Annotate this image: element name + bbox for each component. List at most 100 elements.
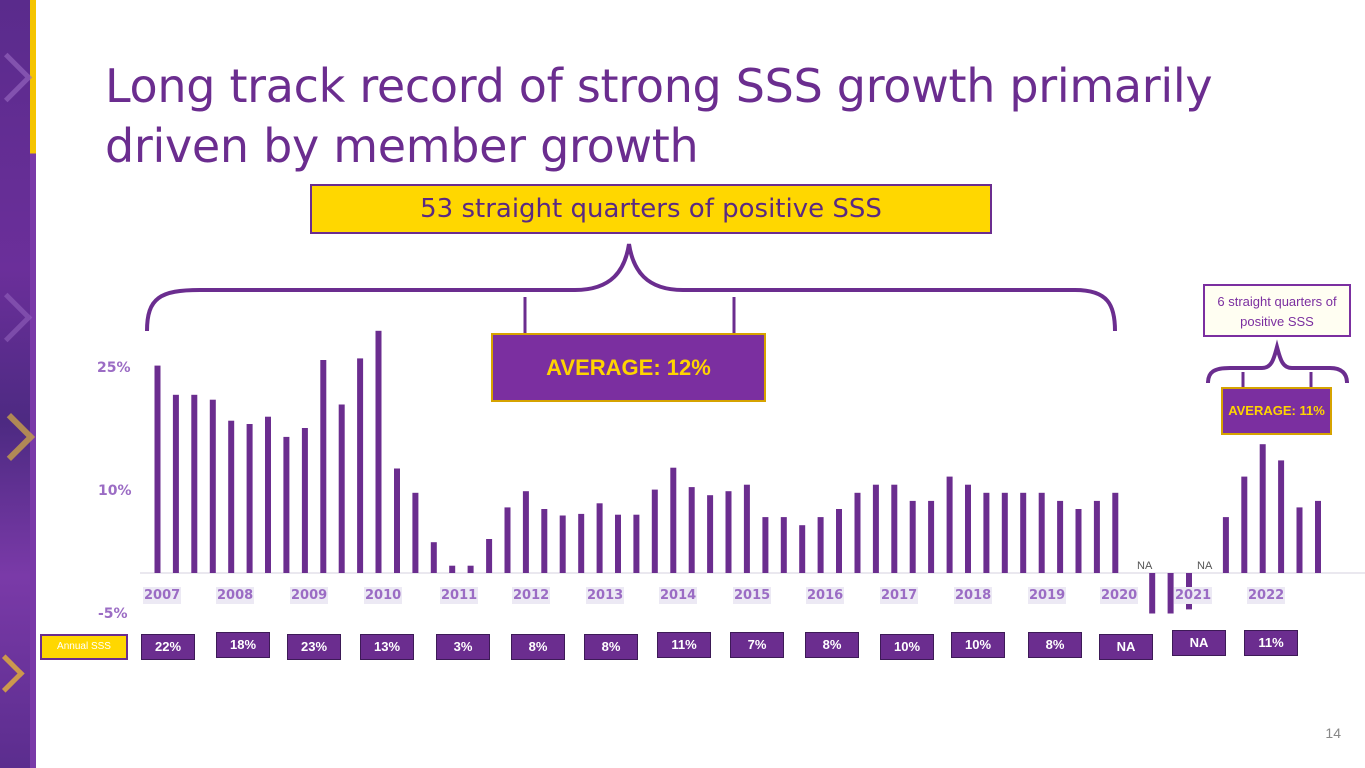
- annual-sss-value: 8%: [1028, 632, 1082, 658]
- annual-sss-value: 7%: [730, 632, 784, 658]
- streak-callout-small: 6 straight quarters of positive SSS: [1203, 284, 1351, 337]
- bar-q29: [670, 467, 677, 573]
- bar-q13: [375, 330, 382, 573]
- bar-q34: [762, 517, 769, 573]
- annual-sss-value: 8%: [805, 632, 859, 658]
- bar-q28: [651, 489, 658, 573]
- bar-q9: [301, 428, 308, 573]
- x-tick-label: 2013: [586, 587, 625, 604]
- bar-q5: [228, 420, 235, 573]
- bar-q32: [725, 491, 732, 573]
- bar-q50: [1057, 500, 1064, 573]
- bar-q62: [1278, 460, 1285, 573]
- bar-q1: [154, 365, 161, 573]
- bar-q3: [191, 394, 198, 573]
- x-tick-label: 2015: [733, 587, 772, 604]
- bar-q17: [449, 565, 456, 573]
- bar-q52: [1093, 500, 1100, 573]
- bar-q41: [891, 484, 898, 573]
- side-decoration: [0, 0, 36, 768]
- bar-q24: [578, 513, 585, 573]
- annual-sss-key: Annual SSS: [40, 634, 128, 660]
- bar-q44: [946, 476, 953, 573]
- y-tick-label: 25%: [97, 360, 131, 376]
- annual-sss-value: 13%: [360, 634, 414, 660]
- annual-sss-value: 3%: [436, 634, 490, 660]
- x-tick-label: 2016: [806, 587, 845, 604]
- brace-small: [1206, 339, 1349, 384]
- bar-q21: [522, 491, 529, 573]
- x-tick-label: 2008: [216, 587, 255, 604]
- bar-q39: [854, 492, 861, 573]
- x-tick-label: 2020: [1100, 587, 1139, 604]
- y-tick-label: 10%: [98, 483, 132, 499]
- bar-q18: [467, 565, 474, 573]
- annual-sss-value: 23%: [287, 634, 341, 660]
- bar-q30: [688, 487, 695, 573]
- x-tick-label: 2010: [364, 587, 403, 604]
- bar-q22: [541, 509, 548, 573]
- bar-q31: [707, 495, 714, 573]
- bar-q36: [799, 525, 806, 573]
- x-tick-label: 2009: [290, 587, 329, 604]
- streak-banner: 53 straight quarters of positive SSS: [310, 184, 992, 234]
- bar-q26: [615, 514, 621, 573]
- bar-q42: [909, 500, 916, 573]
- bar-q11: [338, 404, 345, 573]
- na-label: NA: [1137, 560, 1153, 572]
- page-title: Long track record of strong SSS growth p…: [105, 59, 1213, 173]
- bar-q12: [357, 358, 364, 573]
- bar-q63: [1296, 507, 1303, 573]
- annual-sss-value: 10%: [951, 632, 1005, 658]
- bar-q7: [265, 416, 271, 573]
- bar-q2: [172, 394, 179, 573]
- bar-q37: [817, 517, 824, 573]
- bar-q25: [596, 503, 603, 573]
- bar-q51: [1075, 509, 1082, 573]
- bar-q46: [983, 492, 990, 573]
- average-main-box: AVERAGE: 12%: [491, 333, 766, 402]
- bar-q33: [743, 484, 750, 573]
- annual-sss-value: 22%: [141, 634, 195, 660]
- annual-sss-value: 10%: [880, 634, 934, 660]
- bar-q55: [1149, 573, 1156, 614]
- bar-q19: [486, 539, 493, 573]
- bar-q4: [209, 399, 216, 573]
- bar-q14: [394, 468, 400, 573]
- annual-sss-value: NA: [1172, 630, 1226, 656]
- x-tick-label: 2007: [143, 587, 182, 604]
- annual-sss-value: 8%: [511, 634, 565, 660]
- bar-q45: [965, 484, 971, 573]
- x-tick-label: 2017: [880, 587, 919, 604]
- na-label: NA: [1197, 560, 1213, 572]
- bar-q8: [283, 436, 290, 573]
- annual-sss-value: 11%: [1244, 630, 1298, 656]
- bar-q60: [1241, 476, 1248, 573]
- bar-q6: [246, 424, 253, 573]
- page-number: 14: [1325, 725, 1341, 741]
- annual-sss-value: 11%: [657, 632, 711, 658]
- bar-q49: [1038, 492, 1045, 573]
- x-tick-label: 2018: [954, 587, 993, 604]
- x-tick-label: 2014: [659, 587, 698, 604]
- x-tick-label: 2022: [1247, 587, 1286, 604]
- x-tick-label: 2021: [1174, 587, 1213, 604]
- bar-q61: [1259, 444, 1266, 573]
- bar-q27: [633, 514, 640, 573]
- bar-q15: [412, 492, 419, 573]
- average-small-box: AVERAGE: 11%: [1221, 387, 1332, 435]
- annual-sss-value: NA: [1099, 634, 1153, 660]
- bar-q59: [1222, 517, 1229, 573]
- bar-q47: [1001, 492, 1008, 573]
- brace-main: [145, 243, 1117, 332]
- y-tick-label: -5%: [98, 606, 128, 622]
- side-accent: [30, 0, 36, 768]
- x-tick-label: 2012: [512, 587, 551, 604]
- bar-q16: [430, 542, 437, 573]
- bar-q64: [1315, 500, 1321, 573]
- bar-q56: [1167, 573, 1174, 614]
- annual-sss-value: 8%: [584, 634, 638, 660]
- bar-q38: [836, 509, 842, 573]
- bar-q35: [780, 517, 787, 573]
